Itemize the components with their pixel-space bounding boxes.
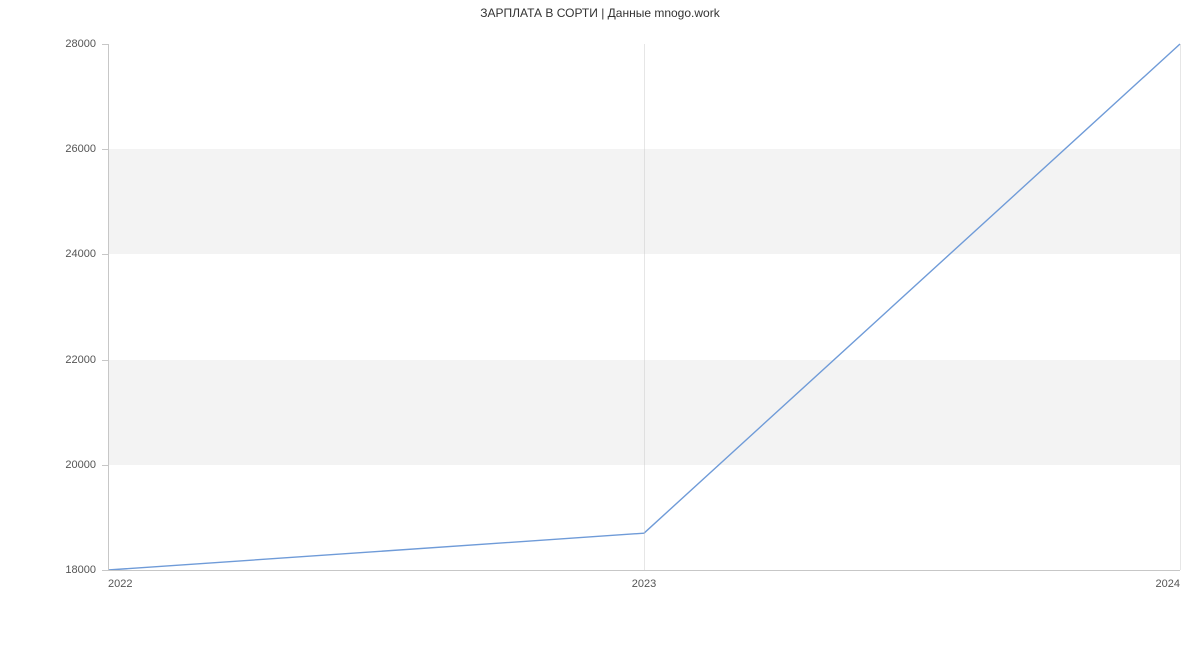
y-tick-mark	[102, 254, 108, 255]
y-tick-label: 28000	[0, 38, 96, 50]
x-tick-label: 2024	[1156, 578, 1180, 590]
y-tick-mark	[102, 465, 108, 466]
x-tick-label: 2023	[632, 578, 656, 590]
y-tick-label: 20000	[0, 459, 96, 471]
chart-title: ЗАРПЛАТА В СОРТИ | Данные mnogo.work	[0, 6, 1200, 20]
y-axis-line	[108, 44, 109, 570]
y-tick-mark	[102, 570, 108, 571]
x-grid-line	[644, 44, 645, 570]
y-tick-mark	[102, 44, 108, 45]
y-tick-mark	[102, 360, 108, 361]
x-tick-label: 2022	[108, 578, 132, 590]
y-tick-label: 22000	[0, 354, 96, 366]
y-tick-label: 24000	[0, 248, 96, 260]
x-grid-line	[1180, 44, 1181, 570]
x-axis-line	[108, 570, 1180, 571]
y-tick-mark	[102, 149, 108, 150]
salary-line-chart: ЗАРПЛАТА В СОРТИ | Данные mnogo.work 180…	[0, 0, 1200, 650]
y-tick-label: 18000	[0, 564, 96, 576]
y-tick-label: 26000	[0, 143, 96, 155]
